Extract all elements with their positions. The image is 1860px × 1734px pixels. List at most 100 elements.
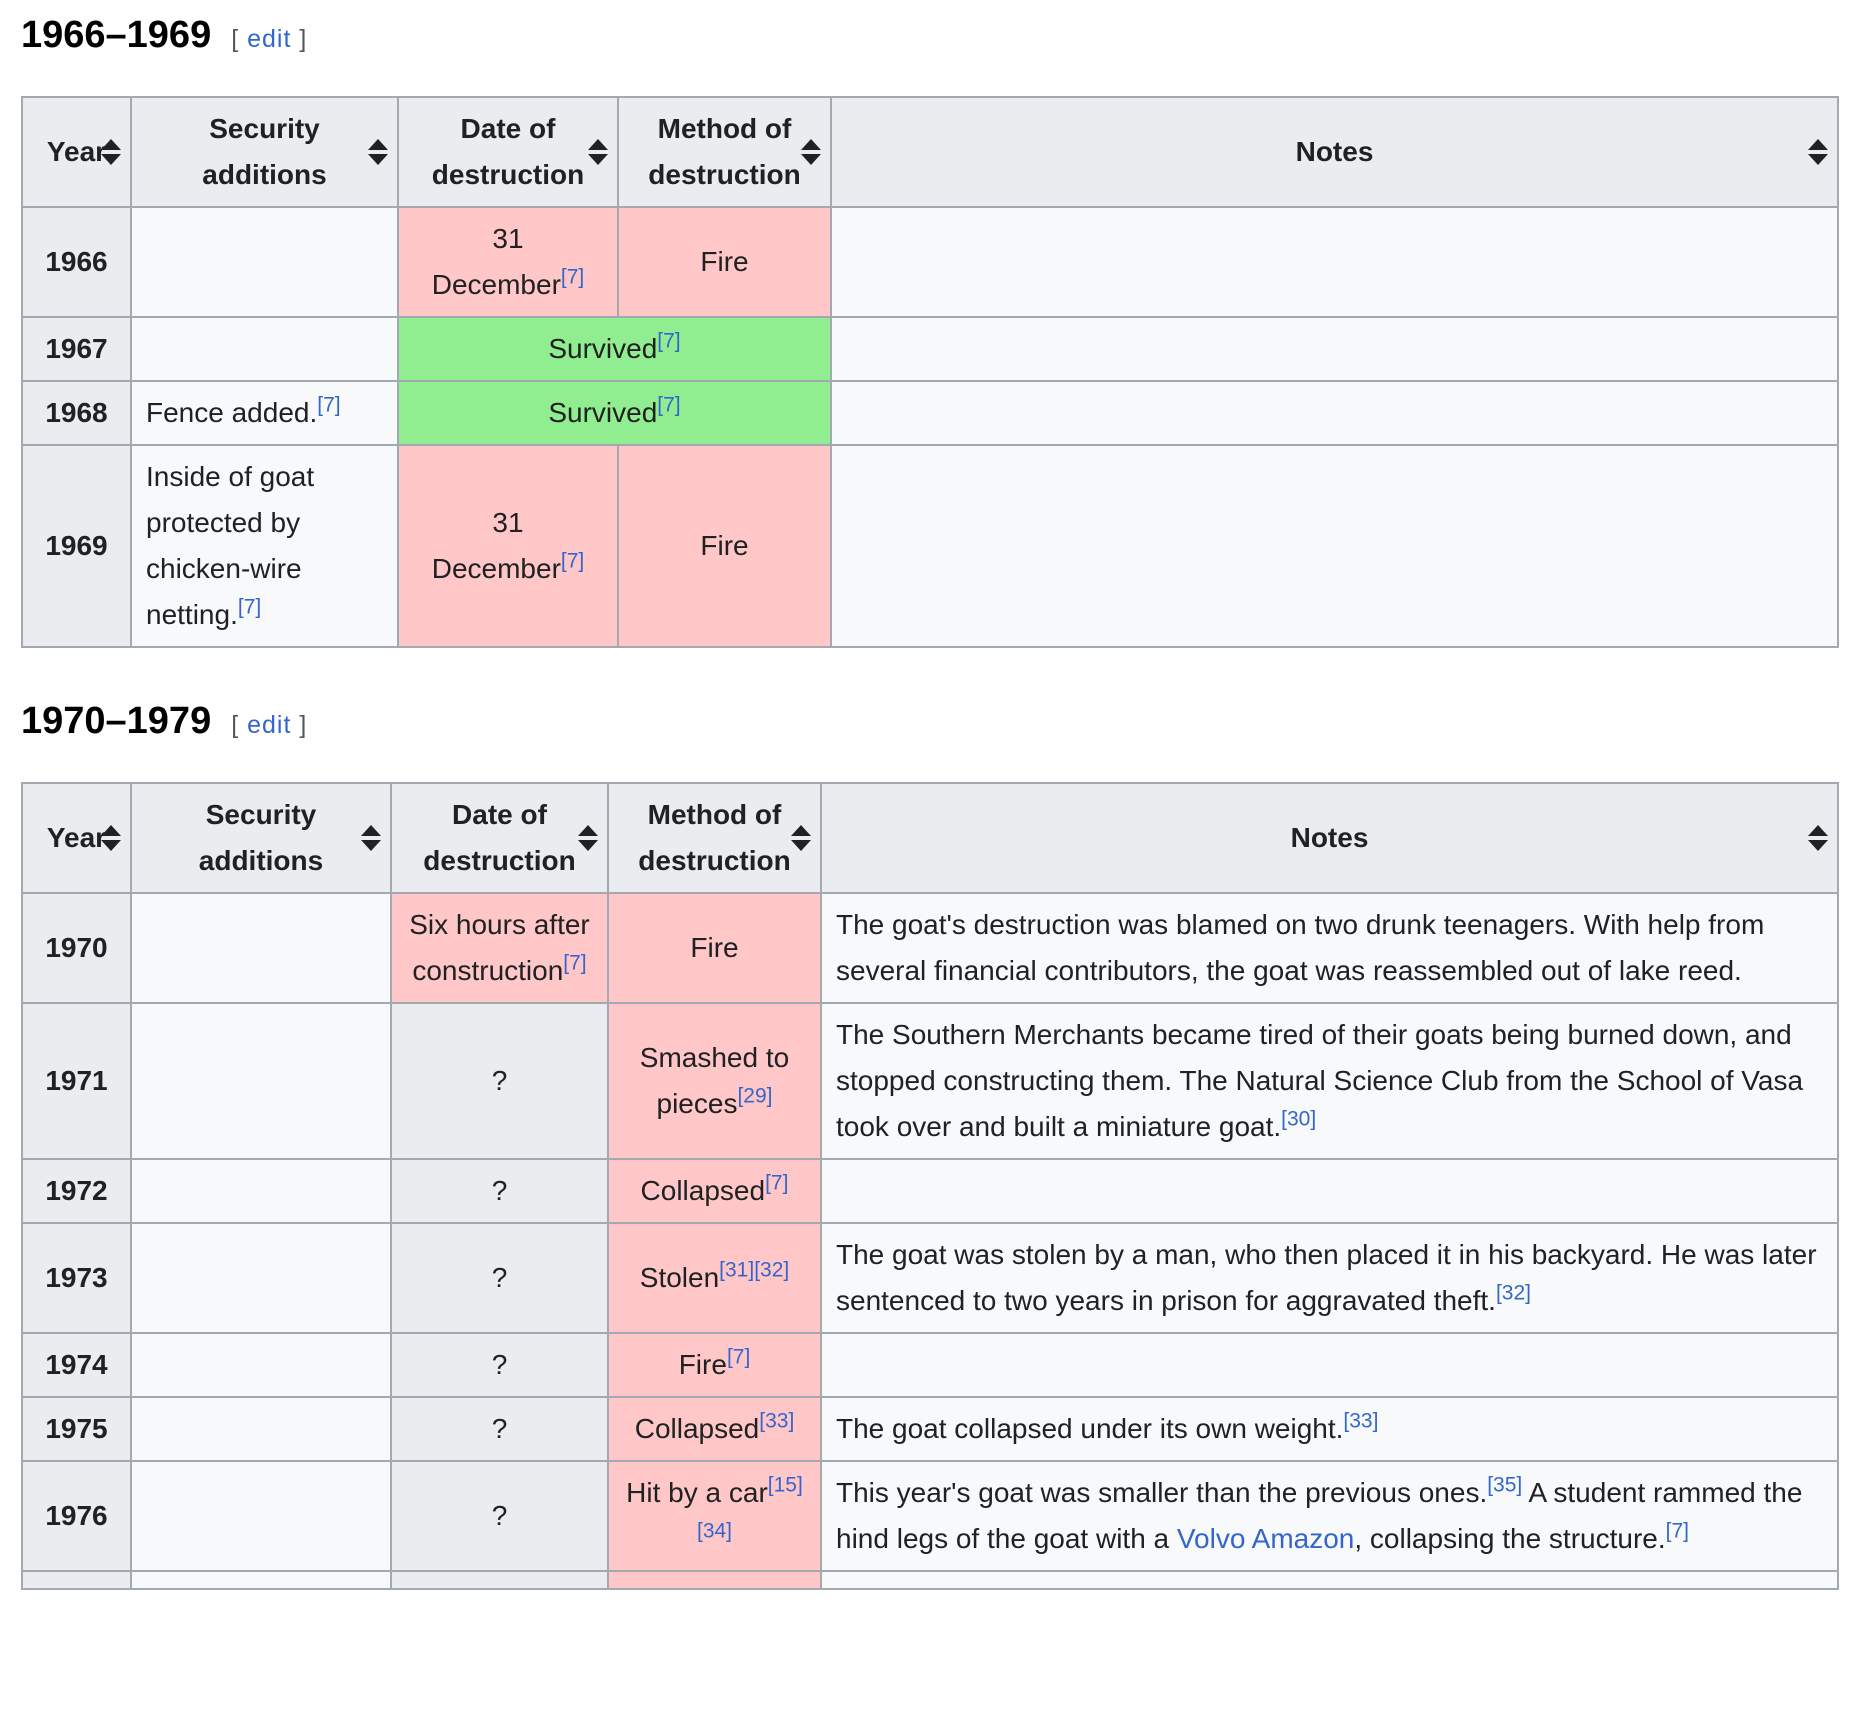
column-header-label: Year xyxy=(46,136,107,167)
column-header-method-of-destruction[interactable]: Method of destruction xyxy=(607,782,822,894)
method-of-destruction-cell: Smashed to pieces[29] xyxy=(607,1002,822,1160)
date-of-destruction-cell: ? xyxy=(390,1222,609,1334)
column-header-label: Security additions xyxy=(202,113,327,190)
reference-link[interactable]: [15] xyxy=(767,1473,803,1497)
column-header-notes[interactable]: Notes xyxy=(830,96,1839,208)
date-of-destruction-cell: ? xyxy=(390,1332,609,1398)
method-of-destruction-cell: Fire xyxy=(617,444,832,648)
method-of-destruction-cell: Fire xyxy=(617,206,832,318)
reference-link[interactable]: [7] xyxy=(317,393,341,417)
sort-icon[interactable] xyxy=(361,825,381,851)
reference-link[interactable]: [7] xyxy=(563,951,587,975)
reference-link[interactable]: [29] xyxy=(737,1084,773,1108)
column-header-label: Security additions xyxy=(198,799,324,876)
year-cell: 1971 xyxy=(21,1002,132,1160)
method-of-destruction-cell: Stolen[31][32] xyxy=(607,1222,822,1334)
security-additions-cell xyxy=(130,1332,392,1398)
reference-link[interactable]: [7] xyxy=(560,265,585,289)
column-header-notes[interactable]: Notes xyxy=(820,782,1839,894)
reference-link[interactable]: [30] xyxy=(1281,1107,1317,1131)
method-of-destruction-cell: Fire[7] xyxy=(607,1332,822,1398)
date-of-destruction-cell: ? xyxy=(390,1158,609,1224)
sort-icon[interactable] xyxy=(101,825,121,851)
year-cell: 1976 xyxy=(21,1460,132,1572)
reference-superscript: [7] xyxy=(317,394,340,417)
security-additions-cell xyxy=(130,206,399,318)
reference-superscript: [35] xyxy=(1487,1474,1522,1497)
column-header-label: Notes xyxy=(1290,822,1369,853)
section-heading-text: 1966–1969 xyxy=(21,14,212,56)
table-row: 1966 31 December[7] Fire xyxy=(21,206,1839,318)
column-header-label: Method of destruction xyxy=(648,113,801,190)
reference-superscript: [33] xyxy=(759,1410,794,1433)
reference-superscript: [7] xyxy=(1666,1520,1689,1543)
table-row: 1967 Survived[7] xyxy=(21,316,1839,382)
column-header-label: Date of destruction xyxy=(431,113,585,190)
reference-link[interactable]: [32] xyxy=(1495,1281,1531,1305)
reference-superscript: [15] xyxy=(768,1474,803,1497)
column-header-year[interactable]: Year xyxy=(21,96,132,208)
method-of-destruction-cell xyxy=(607,1570,822,1590)
table-row: 1976? Hit by a car[15][34] This year's goa… xyxy=(21,1460,1839,1572)
sort-icon[interactable] xyxy=(1808,139,1828,165)
reference-link[interactable]: [33] xyxy=(759,1409,795,1433)
notes-cell xyxy=(830,380,1839,446)
method-of-destruction-cell: Collapsed[7] xyxy=(607,1158,822,1224)
reference-link[interactable]: [7] xyxy=(1665,1519,1689,1543)
sort-icon[interactable] xyxy=(578,825,598,851)
reference-link[interactable]: [7] xyxy=(726,1345,751,1369)
reference-link[interactable]: [7] xyxy=(560,549,585,573)
year-cell: 1969 xyxy=(21,444,132,648)
security-additions-cell xyxy=(130,1570,392,1590)
column-header-security-additions[interactable]: Security additions xyxy=(130,782,392,894)
notes-cell: The Southern Merchants became tired of t… xyxy=(820,1002,1839,1160)
date-of-destruction-cell: ? xyxy=(390,1002,609,1160)
edit-bracket-close: ] xyxy=(299,25,308,53)
edit-link[interactable]: edit xyxy=(247,711,292,739)
reference-superscript: [31] xyxy=(719,1259,754,1282)
reference-superscript: [7] xyxy=(765,1172,788,1195)
reference-link[interactable]: [32] xyxy=(754,1258,790,1282)
sort-icon[interactable] xyxy=(588,139,608,165)
reference-link[interactable]: [7] xyxy=(237,595,262,619)
security-additions-cell xyxy=(130,1460,392,1572)
column-header-security-additions[interactable]: Security additions xyxy=(130,96,399,208)
notes-cell: This year's goat was smaller than the pr… xyxy=(820,1460,1839,1572)
date-of-destruction-cell xyxy=(390,1570,609,1590)
reference-link[interactable]: [35] xyxy=(1487,1473,1523,1497)
notes-cell xyxy=(830,316,1839,382)
reference-link[interactable]: [33] xyxy=(1343,1409,1379,1433)
column-header-method-of-destruction[interactable]: Method of destruction xyxy=(617,96,832,208)
wiki-link[interactable]: Volvo Amazon xyxy=(1176,1523,1355,1554)
reference-superscript: [7] xyxy=(561,266,584,289)
security-additions-cell: Inside of goat protected by chicken-wire… xyxy=(130,444,399,648)
year-cell xyxy=(21,1570,132,1590)
reference-link[interactable]: [31] xyxy=(719,1258,755,1282)
security-additions-cell xyxy=(130,1396,392,1462)
reference-link[interactable]: [7] xyxy=(765,1171,789,1195)
reference-superscript: [34] xyxy=(697,1520,732,1543)
sort-icon[interactable] xyxy=(791,825,811,851)
reference-superscript: [7] xyxy=(563,952,586,975)
reference-link[interactable]: [7] xyxy=(657,329,681,353)
sort-icon[interactable] xyxy=(368,139,388,165)
column-header-label: Method of destruction xyxy=(638,799,791,876)
sort-icon[interactable] xyxy=(801,139,821,165)
column-header-label: Date of destruction xyxy=(423,799,576,876)
year-cell: 1975 xyxy=(21,1396,132,1462)
reference-link[interactable]: [7] xyxy=(657,393,681,417)
security-additions-cell xyxy=(130,1002,392,1160)
table-row: 1970 Six hours after construction[7] Fire T… xyxy=(21,892,1839,1004)
year-cell: 1974 xyxy=(21,1332,132,1398)
column-header-date-of-destruction[interactable]: Date of destruction xyxy=(390,782,609,894)
column-header-year[interactable]: Year xyxy=(21,782,132,894)
sort-icon[interactable] xyxy=(1808,825,1828,851)
column-header-date-of-destruction[interactable]: Date of destruction xyxy=(397,96,619,208)
notes-cell xyxy=(820,1158,1839,1224)
notes-cell xyxy=(820,1570,1839,1590)
reference-link[interactable]: [34] xyxy=(696,1519,733,1543)
edit-link[interactable]: edit xyxy=(247,25,292,53)
reference-superscript: [30] xyxy=(1281,1108,1316,1131)
notes-cell xyxy=(820,1332,1839,1398)
sort-icon[interactable] xyxy=(101,139,121,165)
